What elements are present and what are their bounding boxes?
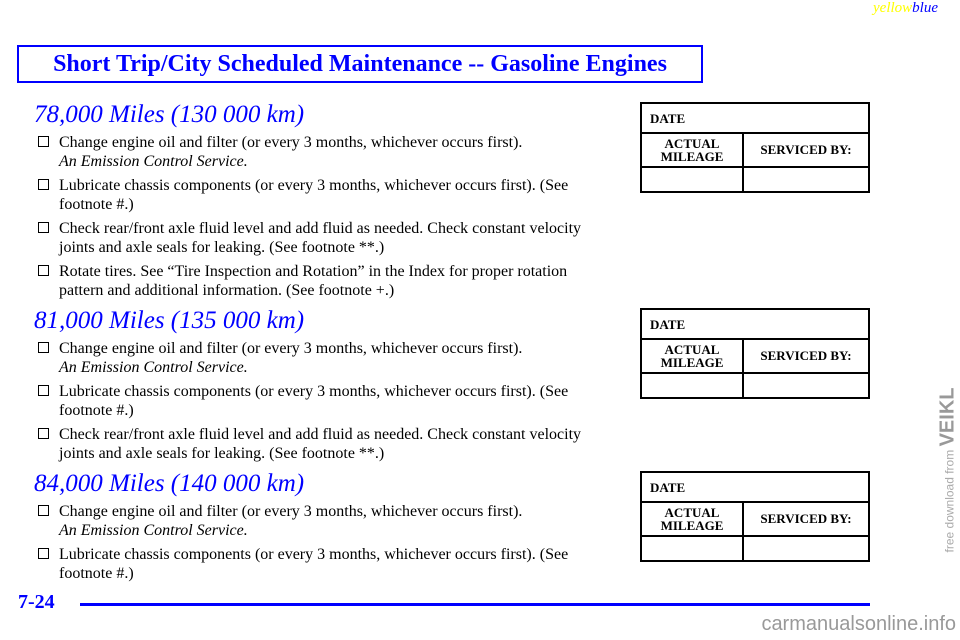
- date-field[interactable]: DATE: [642, 473, 868, 503]
- checklist-item: Lubricate chassis components (or every 3…: [34, 176, 604, 214]
- serviced-by-label: SERVICED BY:: [760, 348, 852, 363]
- checkbox[interactable]: [38, 428, 49, 439]
- serviced-by-label: SERVICED BY:: [760, 142, 852, 157]
- serviced-by-field[interactable]: [744, 537, 868, 560]
- checklist-item: Change engine oil and filter (or every 3…: [34, 339, 604, 377]
- page-title-box: Short Trip/City Scheduled Maintenance --…: [17, 45, 703, 83]
- checkbox[interactable]: [38, 548, 49, 559]
- checklist-item: Lubricate chassis components (or every 3…: [34, 545, 604, 583]
- maintenance-section: 84,000 Miles (140 000 km) Change engine o…: [34, 469, 604, 588]
- item-text: Check rear/front axle fluid level and ad…: [59, 220, 582, 256]
- item-text: Change engine oil and filter (or every 3…: [59, 503, 523, 520]
- date-field[interactable]: DATE: [642, 104, 868, 134]
- tag-blue: blue: [912, 0, 938, 16]
- actual-mileage-field[interactable]: [642, 374, 744, 397]
- checkbox[interactable]: [38, 222, 49, 233]
- checklist-item: Check rear/front axle fluid level and ad…: [34, 425, 604, 463]
- checklist-item: Lubricate chassis components (or every 3…: [34, 382, 604, 420]
- checklist-item: Rotate tires. See “Tire Inspection and R…: [34, 262, 604, 300]
- actual-mileage-label: ACTUAL MILEAGE: [642, 503, 744, 535]
- maintenance-section: 81,000 Miles (135 000 km) Change engine o…: [34, 306, 604, 468]
- watermark: free download from VEIKL: [936, 387, 959, 553]
- item-note: An Emission Control Service.: [59, 153, 248, 170]
- item-text: Lubricate chassis components (or every 3…: [59, 546, 569, 582]
- service-record-box: DATE ACTUAL MILEAGE SERVICED BY:: [640, 471, 870, 562]
- item-note: An Emission Control Service.: [59, 359, 248, 376]
- serviced-by-field[interactable]: [744, 168, 868, 191]
- service-record-box: DATE ACTUAL MILEAGE SERVICED BY:: [640, 308, 870, 399]
- serviced-by-label: SERVICED BY:: [760, 511, 852, 526]
- section-heading: 81,000 Miles (135 000 km): [34, 307, 305, 334]
- checkbox[interactable]: [38, 385, 49, 396]
- checkbox[interactable]: [38, 179, 49, 190]
- actual-mileage-field[interactable]: [642, 168, 744, 191]
- item-text: Check rear/front axle fluid level and ad…: [59, 426, 582, 462]
- checkbox[interactable]: [38, 136, 49, 147]
- color-tag: yellowblue: [873, 0, 938, 17]
- checkbox[interactable]: [38, 505, 49, 516]
- section-heading: 84,000 Miles (140 000 km): [34, 470, 305, 497]
- item-text: Change engine oil and filter (or every 3…: [59, 340, 523, 357]
- section-heading: 78,000 Miles (130 000 km): [34, 101, 305, 128]
- checkbox[interactable]: [38, 265, 49, 276]
- item-note: An Emission Control Service.: [59, 522, 248, 539]
- checklist-item: Change engine oil and filter (or every 3…: [34, 502, 604, 540]
- tag-yellow: yellow: [873, 0, 913, 16]
- date-field[interactable]: DATE: [642, 310, 868, 340]
- item-text: Lubricate chassis components (or every 3…: [59, 383, 569, 419]
- item-text: Rotate tires. See “Tire Inspection and R…: [59, 263, 568, 299]
- serviced-by-field[interactable]: [744, 374, 868, 397]
- maintenance-section: 78,000 Miles (130 000 km) Change engine o…: [34, 100, 604, 305]
- service-record-box: DATE ACTUAL MILEAGE SERVICED BY:: [640, 102, 870, 193]
- footer-site: carmanualsonline.info: [761, 613, 956, 635]
- item-text: Lubricate chassis components (or every 3…: [59, 177, 569, 213]
- page-title: Short Trip/City Scheduled Maintenance --…: [53, 50, 667, 77]
- checklist-item: Check rear/front axle fluid level and ad…: [34, 219, 604, 257]
- actual-mileage-field[interactable]: [642, 537, 744, 560]
- page-number: 7-24: [18, 591, 55, 613]
- footer-rule: [80, 603, 870, 606]
- actual-mileage-label: ACTUAL MILEAGE: [642, 340, 744, 372]
- actual-mileage-label: ACTUAL MILEAGE: [642, 134, 744, 166]
- checklist-item: Change engine oil and filter (or every 3…: [34, 133, 604, 171]
- item-text: Change engine oil and filter (or every 3…: [59, 134, 523, 151]
- checkbox[interactable]: [38, 342, 49, 353]
